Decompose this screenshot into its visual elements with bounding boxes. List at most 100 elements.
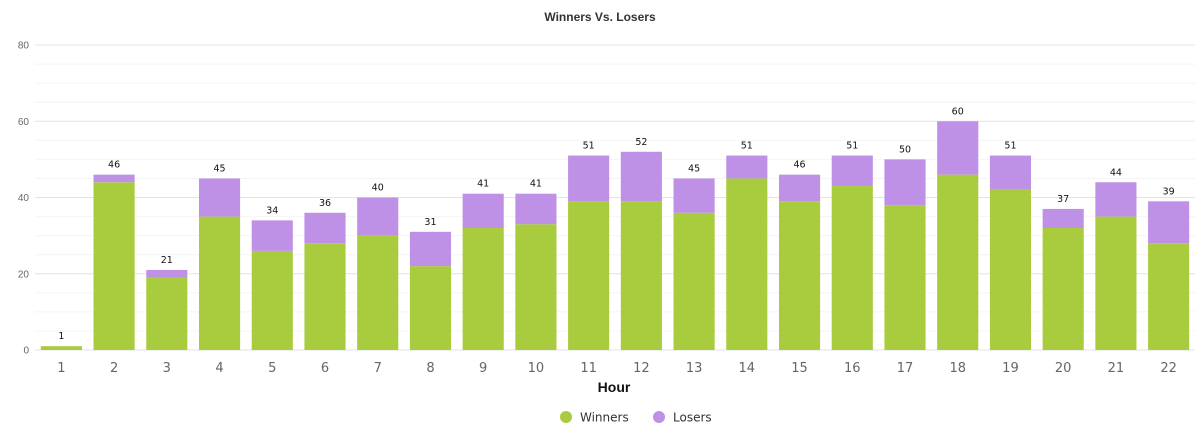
x-tick-label: 21 <box>1108 361 1125 376</box>
data-label: 44 <box>1110 167 1122 178</box>
bar-winners[interactable] <box>409 266 452 350</box>
x-tick-label: 12 <box>633 361 650 376</box>
bar-winners[interactable] <box>568 201 610 350</box>
data-label: 39 <box>1163 186 1175 197</box>
x-tick-label: 14 <box>739 361 756 376</box>
chart-title: Winners Vs. Losers <box>544 10 656 24</box>
y-tick-label: 0 <box>23 346 29 357</box>
data-labels: 1 46 21 45 34 36 40 31 41 41 51 52 45 51 46 51 50 60 51 37 4… <box>58 106 1174 342</box>
legend-marker <box>560 411 572 423</box>
bar-losers[interactable] <box>409 231 452 267</box>
data-label: 52 <box>635 137 647 148</box>
bar-losers[interactable] <box>726 155 768 179</box>
legend-label: Winners <box>580 411 629 425</box>
y-axis-ticks: 0 20 40 60 80 <box>18 41 30 357</box>
data-label: 36 <box>319 198 331 209</box>
data-label: 21 <box>161 255 173 266</box>
x-tick-label: 10 <box>528 361 545 376</box>
bar-winners[interactable] <box>673 212 715 350</box>
y-tick-label: 80 <box>18 41 30 52</box>
x-tick-label: 3 <box>163 361 171 376</box>
data-label: 51 <box>1004 141 1016 152</box>
bar-losers[interactable] <box>93 174 135 183</box>
x-tick-label: 9 <box>479 361 487 376</box>
bar-winners[interactable] <box>251 250 293 350</box>
bar-winners[interactable] <box>304 243 346 350</box>
legend-item-losers[interactable]: Losers <box>653 411 712 425</box>
data-label: 40 <box>372 183 384 194</box>
x-tick-label: 8 <box>426 361 434 376</box>
data-label: 51 <box>846 141 858 152</box>
x-tick-label: 19 <box>1002 361 1019 376</box>
y-tick-label: 60 <box>18 117 30 128</box>
bar-losers[interactable] <box>778 174 821 202</box>
bar-winners[interactable] <box>778 201 821 350</box>
x-tick-label: 7 <box>374 361 382 376</box>
x-tick-label: 4 <box>215 361 223 376</box>
bar-losers[interactable] <box>1042 208 1084 228</box>
bar-winners[interactable] <box>198 216 241 350</box>
bar-winners[interactable] <box>357 235 399 350</box>
x-axis-ticks: 1 2 3 4 5 6 7 8 9 10 11 12 13 14 15 16 17 18 19 20 21 22 <box>57 361 1177 376</box>
bar-losers[interactable] <box>304 212 346 244</box>
x-tick-label: 13 <box>686 361 703 376</box>
legend-marker <box>653 411 665 423</box>
bar-winners[interactable] <box>884 205 926 350</box>
bar-winners[interactable] <box>620 201 662 350</box>
x-tick-label: 1 <box>57 361 65 376</box>
x-tick-label: 16 <box>844 361 861 376</box>
data-label: 37 <box>1057 194 1069 205</box>
bar-winners[interactable] <box>937 174 979 350</box>
data-label: 41 <box>530 179 542 190</box>
bar-losers[interactable] <box>251 220 293 251</box>
data-label: 45 <box>688 163 700 174</box>
data-label: 46 <box>793 160 805 171</box>
y-tick-label: 20 <box>18 269 30 280</box>
x-tick-label: 22 <box>1160 361 1177 376</box>
bar-losers[interactable] <box>884 159 926 206</box>
y-tick-label: 40 <box>18 193 30 204</box>
legend-label: Losers <box>673 411 712 425</box>
bar-losers[interactable] <box>357 197 399 236</box>
bar-losers[interactable] <box>673 178 715 213</box>
bar-losers[interactable] <box>568 155 610 202</box>
x-axis-title: Hour <box>598 379 631 395</box>
bar-winners[interactable] <box>515 224 557 350</box>
bar-losers[interactable] <box>515 193 557 225</box>
bar-winners[interactable] <box>1148 243 1190 350</box>
bar-losers[interactable] <box>989 155 1032 190</box>
bar-winners[interactable] <box>146 277 188 350</box>
data-label: 46 <box>108 160 120 171</box>
bar-losers[interactable] <box>937 121 979 175</box>
bar-winners[interactable] <box>831 186 873 350</box>
data-label: 31 <box>424 217 436 228</box>
data-label: 60 <box>952 106 964 117</box>
bar-losers[interactable] <box>1095 182 1137 217</box>
bar-winners[interactable] <box>40 346 82 350</box>
data-label: 41 <box>477 179 489 190</box>
bar-winners[interactable] <box>1095 216 1137 350</box>
bars[interactable] <box>40 121 1190 350</box>
bar-winners[interactable] <box>462 228 504 350</box>
bar-losers[interactable] <box>620 151 662 202</box>
bar-winners[interactable] <box>989 189 1032 350</box>
bar-losers[interactable] <box>1148 201 1190 244</box>
bar-winners[interactable] <box>93 182 135 350</box>
legend-item-winners[interactable]: Winners <box>560 411 629 425</box>
x-tick-label: 6 <box>321 361 329 376</box>
bar-losers[interactable] <box>831 155 873 187</box>
legend[interactable]: Winners Losers <box>560 411 712 425</box>
data-label: 1 <box>58 331 64 342</box>
x-tick-label: 15 <box>791 361 808 376</box>
bar-losers[interactable] <box>146 269 188 278</box>
bar-losers[interactable] <box>198 178 241 217</box>
x-tick-label: 2 <box>110 361 118 376</box>
bar-winners[interactable] <box>1042 228 1084 350</box>
bar-losers[interactable] <box>462 193 504 228</box>
x-tick-label: 5 <box>268 361 276 376</box>
bar-winners[interactable] <box>726 178 768 350</box>
data-label: 50 <box>899 144 911 155</box>
x-tick-label: 20 <box>1055 361 1072 376</box>
x-tick-label: 18 <box>949 361 966 376</box>
